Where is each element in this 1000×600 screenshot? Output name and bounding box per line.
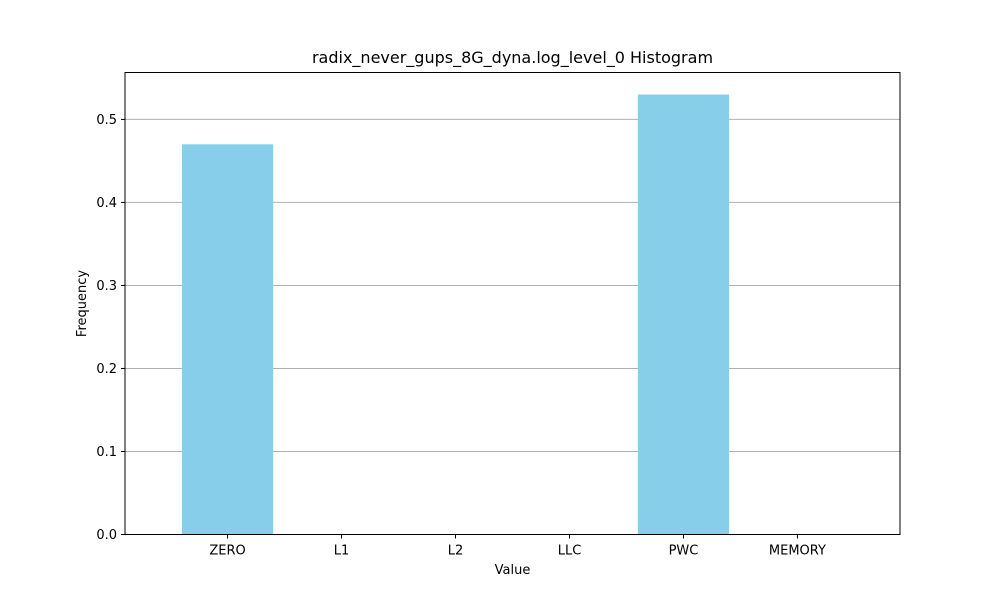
x-tick-label: LLC bbox=[558, 544, 582, 559]
y-axis-label: Frequency bbox=[75, 270, 90, 337]
bar-pwc bbox=[637, 94, 730, 535]
bars bbox=[181, 94, 730, 535]
y-tick-label: 0.3 bbox=[96, 279, 117, 294]
x-axis-label: Value bbox=[495, 563, 531, 578]
y-tick-label: 0.5 bbox=[96, 113, 117, 128]
x-tick-label: MEMORY bbox=[769, 544, 826, 559]
x-tick-label: ZERO bbox=[209, 544, 245, 559]
y-tick-label: 0.2 bbox=[96, 362, 117, 377]
x-axis-ticks: ZERO L1 L2 LLC PWC MEMORY bbox=[209, 534, 826, 559]
bar-zero bbox=[181, 144, 274, 535]
x-tick-label: L2 bbox=[448, 544, 464, 559]
x-tick-label: L1 bbox=[334, 544, 350, 559]
y-tick-label: 0.4 bbox=[96, 196, 117, 211]
y-axis-ticks: 0.0 0.1 0.2 0.3 0.4 0.5 bbox=[96, 113, 125, 543]
y-tick-label: 0.1 bbox=[96, 445, 117, 460]
chart-title: radix_never_gups_8G_dyna.log_level_0 His… bbox=[312, 48, 713, 68]
y-tick-label: 0.0 bbox=[96, 528, 117, 543]
plot-frame bbox=[124, 72, 901, 535]
x-tick-label: PWC bbox=[669, 544, 699, 559]
